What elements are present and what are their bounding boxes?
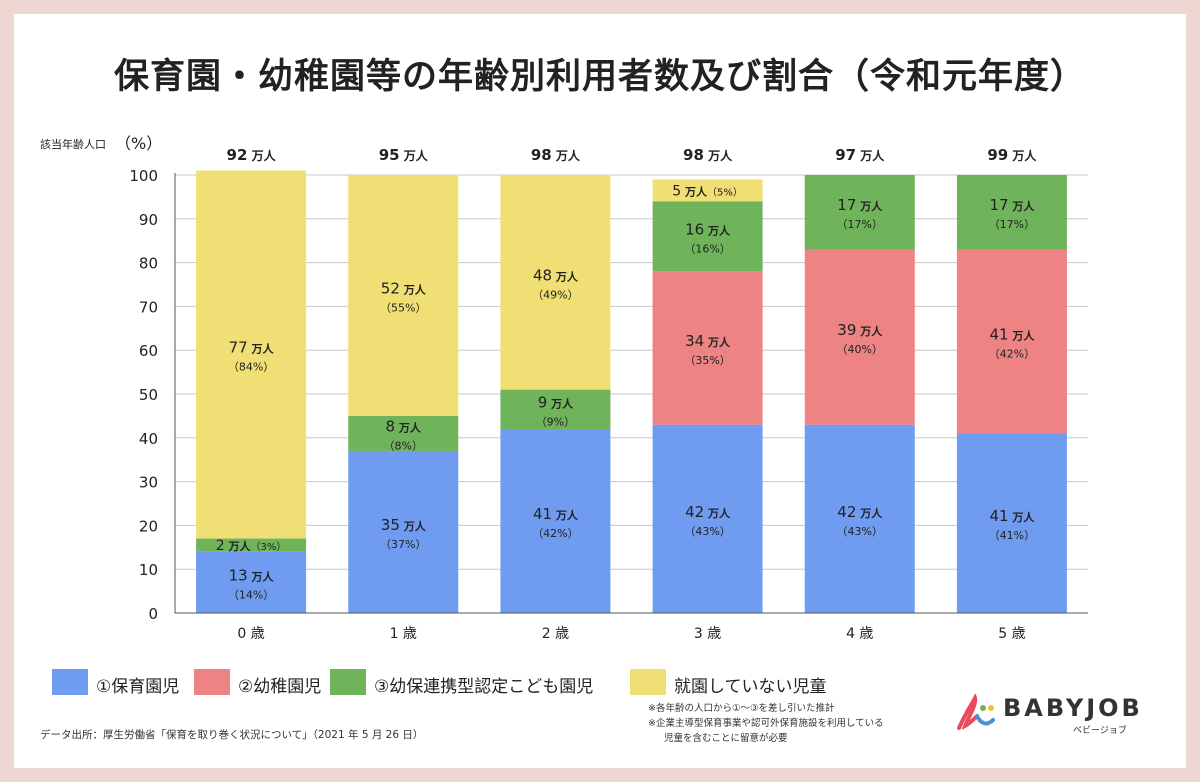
footnote-3: 児童を含むことに留意が必要 <box>664 733 788 744</box>
bar-segment-not_enrolled-0 <box>196 170 307 539</box>
data-label-count-kodomoen-1: 8 万人 <box>386 417 422 435</box>
data-label-count-hoikuen-0: 13 万人 <box>229 566 275 584</box>
data-label-percent-hoikuen-0: （14%） <box>228 588 274 601</box>
population-label-1: 95 万人 <box>379 146 429 164</box>
stacked-bar-chart: 0 10 20 30 40 50 60 70 80 90 100 該当年齢人口 （%） 13 万人 （14%… <box>40 134 1088 642</box>
data-label-count-youchien-4: 39 万人 <box>837 321 883 339</box>
y-tick-label-30: 30 <box>139 474 158 492</box>
data-label-percent-hoikuen-3: （43%） <box>684 525 730 538</box>
data-label-percent-youchien-4: （40%） <box>837 343 883 356</box>
y-tick-label-60: 60 <box>139 342 158 360</box>
x-tick-label-5: 5 歳 <box>998 626 1025 642</box>
x-tick-label-3: 3 歳 <box>694 626 721 642</box>
bar-segment-youchien-4 <box>804 249 915 425</box>
y-tick-label-100: 100 <box>129 167 158 185</box>
y-tick-label-70: 70 <box>139 298 158 316</box>
data-label-kodomoen-0: 2 万人（3%） <box>216 538 287 554</box>
babyjob-logo-icon <box>957 694 995 730</box>
data-label-percent-kodomoen-1: （8%） <box>384 439 423 452</box>
data-label-percent-not_enrolled-0: （84%） <box>228 361 274 374</box>
bar-segment-not_enrolled-2 <box>500 175 611 390</box>
bar-segment-kodomoen-0 <box>196 538 307 552</box>
bar-segment-youchien-5 <box>956 249 1067 434</box>
data-label-percent-kodomoen-4: （17%） <box>837 218 883 231</box>
data-label-count-youchien-5: 41 万人 <box>989 325 1035 343</box>
babyjob-logo: BABYJOB ベビージョブ <box>955 690 1155 740</box>
data-label-percent-hoikuen-1: （37%） <box>380 538 426 551</box>
bar-segment-not_enrolled-1 <box>348 175 459 416</box>
legend-label-hoikuen: ①保育園児 <box>96 677 180 697</box>
data-label-percent-youchien-5: （42%） <box>989 347 1035 360</box>
y-tick-label-50: 50 <box>139 386 158 404</box>
y-tick-label-10: 10 <box>139 561 158 579</box>
legend-label-not-enrolled: 就園していない児童 <box>674 677 827 697</box>
bar-segment-hoikuen-3 <box>652 424 763 613</box>
bar-segment-hoikuen-4 <box>804 424 915 613</box>
bar-segment-hoikuen-2 <box>500 429 611 613</box>
legend-label-kodomoen: ③幼保連携型認定こども園児 <box>374 677 594 697</box>
data-label-count-kodomoen-5: 17 万人 <box>989 196 1035 214</box>
bar-segment-hoikuen-0 <box>196 551 307 613</box>
data-label-count-hoikuen-2: 41 万人 <box>533 505 579 523</box>
y-tick-label-80: 80 <box>139 255 158 273</box>
data-label-percent-kodomoen-5: （17%） <box>989 218 1035 231</box>
data-label-percent-kodomoen-3: （16%） <box>684 242 730 255</box>
data-label-percent-youchien-3: （35%） <box>684 354 730 367</box>
bar-segment-kodomoen-4 <box>804 175 915 250</box>
data-label-count-not_enrolled-0: 77 万人 <box>229 339 275 357</box>
data-label-percent-hoikuen-5: （41%） <box>989 529 1035 542</box>
data-label-count-kodomoen-2: 9 万人 <box>538 393 574 411</box>
data-label-percent-not_enrolled-2: （49%） <box>532 288 578 301</box>
data-label-count-not_enrolled-1: 52 万人 <box>381 279 427 297</box>
y-tick-label-0: 0 <box>148 605 158 623</box>
population-label-0: 92 万人 <box>227 146 277 164</box>
data-label-count-kodomoen-4: 17 万人 <box>837 196 883 214</box>
population-label-2: 98 万人 <box>531 146 581 164</box>
logo-subtitle: ベビージョブ <box>1073 726 1127 736</box>
bar-segment-kodomoen-5 <box>956 175 1067 250</box>
footnote-2: ※企業主導型保育事業や認可外保育施設を利用している <box>648 718 884 729</box>
data-label-count-hoikuen-5: 41 万人 <box>989 507 1035 525</box>
y-tick-label-40: 40 <box>139 430 158 448</box>
data-label-percent-hoikuen-4: （43%） <box>837 525 883 538</box>
population-label-4: 97 万人 <box>835 146 885 164</box>
bar-segment-not_enrolled-3 <box>652 179 763 202</box>
data-label-percent-hoikuen-2: （42%） <box>532 527 578 540</box>
y-tick-label-90: 90 <box>139 211 158 229</box>
bar-segment-hoikuen-1 <box>348 450 459 613</box>
data-label-count-kodomoen-3: 16 万人 <box>685 220 731 238</box>
source-note: データ出所：厚生労働省「保育を取り巻く状況について」（2021 年 5 月 26… <box>40 729 424 741</box>
footnote-1: ※各年齢の人口から①〜③を差し引いた推計 <box>648 703 835 714</box>
y-tick-label-20: 20 <box>139 517 158 535</box>
legend-swatch-kodomoen <box>330 669 366 695</box>
population-axis-label: 該当年齢人口 <box>40 137 106 151</box>
data-label-count-youchien-3: 34 万人 <box>685 332 731 350</box>
data-label-count-hoikuen-1: 35 万人 <box>381 516 427 534</box>
population-label-5: 99 万人 <box>987 146 1037 164</box>
legend-swatch-not-enrolled <box>630 669 666 695</box>
chart-title: 保育園・幼稚園等の年齢別利用者数及び割合（令和元年度） <box>113 57 1086 97</box>
legend-swatch-youchien <box>194 669 230 695</box>
data-label-percent-not_enrolled-1: （55%） <box>380 301 426 314</box>
bar-segment-kodomoen-3 <box>652 201 763 272</box>
data-label-percent-kodomoen-2: （9%） <box>536 415 575 428</box>
data-label-not_enrolled-3: 5 万人（5%） <box>672 183 743 199</box>
data-label-count-hoikuen-4: 42 万人 <box>837 503 883 521</box>
bar-segment-kodomoen-2 <box>500 389 611 430</box>
y-axis-unit-label: （%） <box>115 134 162 153</box>
logo-wordmark: BABYJOB <box>1003 694 1143 722</box>
population-label-3: 98 万人 <box>683 146 733 164</box>
legend-swatch-hoikuen <box>52 669 88 695</box>
legend-label-youchien: ②幼稚園児 <box>238 677 322 697</box>
bar-segment-youchien-3 <box>652 271 763 425</box>
x-tick-label-1: 1 歳 <box>390 626 417 642</box>
bar-segment-kodomoen-1 <box>348 415 459 451</box>
x-tick-label-4: 4 歳 <box>846 626 873 642</box>
data-label-count-not_enrolled-2: 48 万人 <box>533 266 579 284</box>
data-label-count-hoikuen-3: 42 万人 <box>685 503 731 521</box>
x-tick-label-0: 0 歳 <box>237 626 264 642</box>
bar-segment-hoikuen-5 <box>956 433 1067 613</box>
x-tick-label-2: 2 歳 <box>542 626 569 642</box>
